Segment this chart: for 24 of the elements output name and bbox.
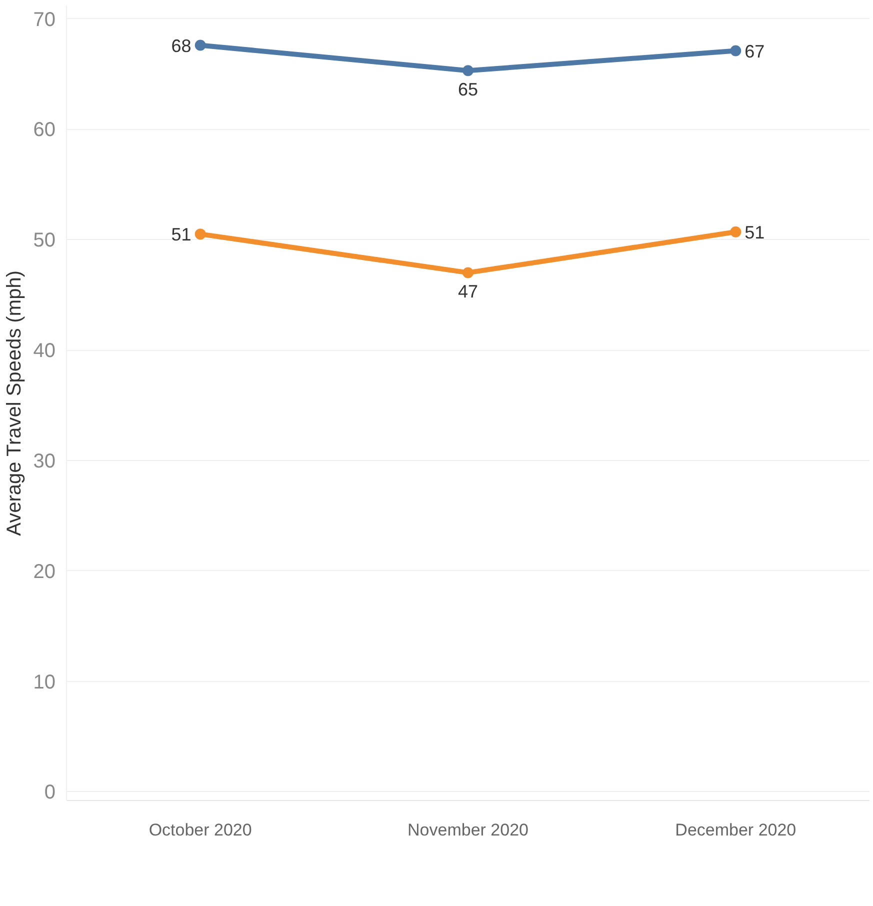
point [730,45,742,56]
y-tick-label: 30 [33,450,56,472]
y-tick-label: 20 [33,560,56,583]
y-tick-label: 50 [33,230,56,252]
data-label: 51 [744,222,765,242]
data-label: 67 [744,41,765,62]
x-tick-label: October 2020 [148,820,252,840]
data-label: 65 [458,80,478,100]
data-label: 47 [458,282,478,302]
y-tick-label: 60 [33,119,56,142]
y-tick-label: 10 [33,671,56,694]
data-label: 68 [171,36,192,56]
point [730,226,742,238]
x-tick-label: December 2020 [675,820,796,840]
x-tick-label: November 2020 [408,820,528,840]
y-tick-label: 40 [33,340,56,362]
y-tick-label: 0 [44,782,56,804]
point [462,65,474,76]
y-axis-title: Average Travel Speeds (mph) [3,270,26,536]
point [194,40,206,51]
data-label: 51 [171,224,192,245]
point [194,228,206,240]
point [462,267,474,278]
y-tick-label: 70 [33,8,56,31]
